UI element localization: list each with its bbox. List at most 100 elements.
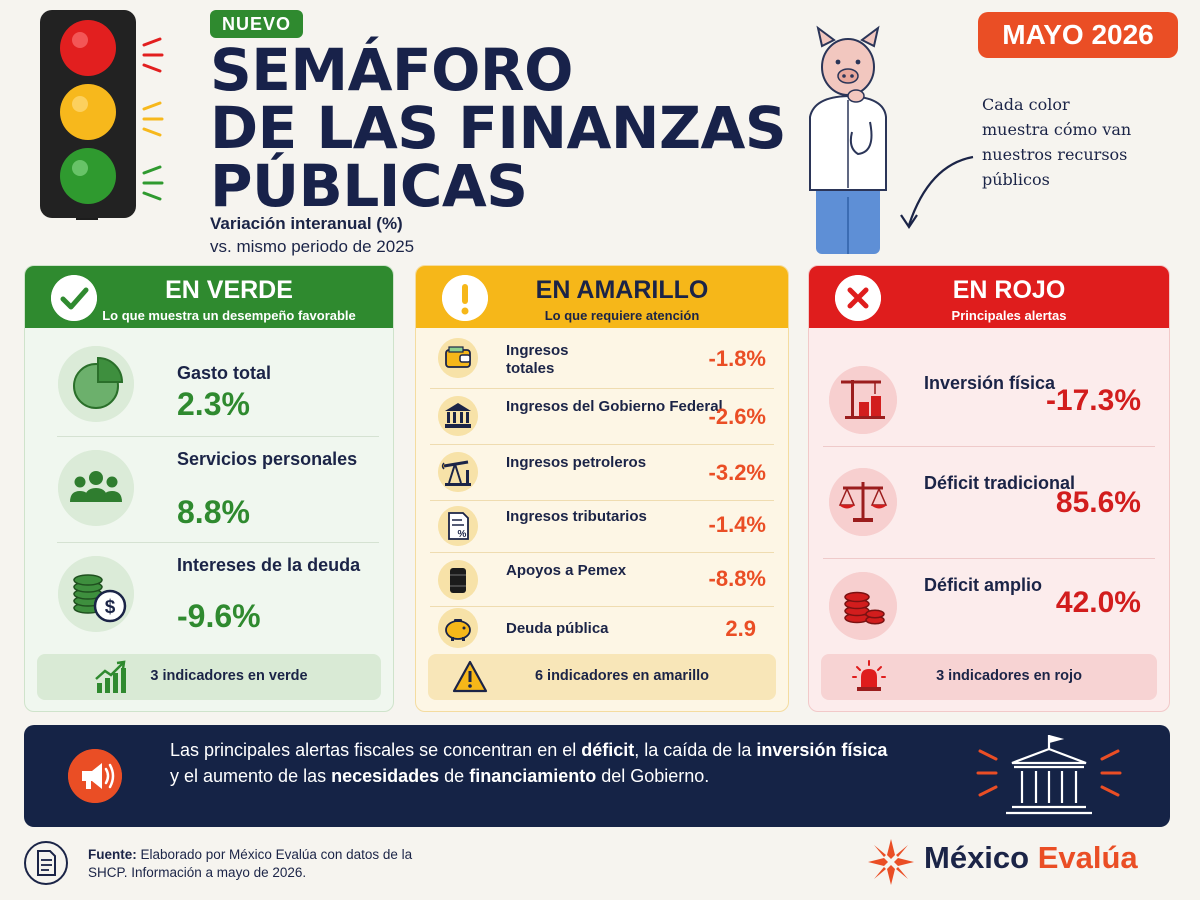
construction-crane-icon	[829, 366, 897, 434]
list-item: Déficit amplio 42.0%	[809, 558, 1169, 654]
yellow-footer-summary: 6 indicadores en amarillo	[428, 654, 776, 700]
page-title-line-1: SEMÁFORO	[210, 36, 573, 104]
yellow-item-label: Deuda pública	[506, 620, 609, 637]
divider	[57, 542, 379, 543]
yellow-item-value: -2.6%	[708, 404, 766, 429]
list-item: % Ingresos tributarios -1.4%	[416, 500, 788, 552]
subtitle-variation: Variación interanual (%)	[210, 214, 403, 233]
red-footer-summary: 3 indicadores en rojo	[821, 654, 1157, 700]
green-item-value: -9.6%	[177, 598, 261, 634]
green-footer-text: 3 indicadores en verde	[150, 668, 308, 684]
subtitle-comparison: vs. mismo periodo de 2025	[210, 237, 415, 256]
page-title-line-3: PÚBLICAS	[210, 152, 528, 220]
conclusion-emphasis: financiamiento	[469, 766, 597, 786]
red-item-label: Inversión física	[924, 373, 1056, 393]
list-item: Déficit tradicional 85.6%	[809, 446, 1169, 558]
list-item: Ingresos totales -1.8%	[416, 332, 788, 386]
mexico-evalua-logo-text: México Evalúa	[924, 840, 1138, 876]
conclusion-text-part: y el aumento de las	[170, 766, 332, 786]
divider	[430, 388, 774, 389]
conclusion-text: Las principales alertas fiscales se conc…	[170, 737, 890, 789]
green-card-title: EN VERDE	[165, 276, 293, 304]
conclusion-text-part: del Gobierno.	[596, 766, 710, 786]
logo-word-2: Evalúa	[1029, 840, 1138, 875]
divider	[430, 444, 774, 445]
green-item-label: Intereses de la deuda	[177, 555, 361, 575]
divider	[823, 558, 1155, 559]
balance-scale-icon	[829, 468, 897, 536]
red-item-label: Déficit amplio	[924, 575, 1043, 595]
green-item-label: Gasto total	[177, 363, 272, 383]
green-card-header: EN VERDE Lo que muestra un desempeño fav…	[25, 266, 393, 328]
svg-text:%: %	[458, 529, 467, 540]
pie-chart-icon	[58, 346, 134, 422]
yellow-item-label: Ingresos del Gobierno Federal	[506, 398, 723, 415]
warning-triangle-icon	[452, 660, 488, 693]
yellow-item-value: 2.9	[725, 616, 756, 641]
government-building-icon	[976, 734, 1122, 815]
source-note: Fuente: Elaborado por México Evalúa con …	[88, 846, 448, 882]
oil-pump-icon	[438, 452, 478, 492]
date-badge: MAYO 2026	[978, 12, 1178, 58]
divider	[823, 446, 1155, 447]
yellow-item-value: -3.2%	[708, 460, 766, 485]
yellow-card-subtitle: Lo que requiere atención	[544, 308, 700, 323]
pig-mascot-icon	[809, 25, 887, 254]
svg-text:$: $	[105, 597, 116, 618]
red-card: EN ROJO Principales alertas Inversión fí…	[808, 265, 1170, 712]
growth-chart-icon	[95, 660, 126, 693]
red-card-subtitle: Principales alertas	[951, 308, 1067, 323]
document-icon	[24, 841, 68, 885]
list-item: Deuda pública 2.9	[416, 606, 788, 650]
source-label: Fuente:	[88, 847, 137, 862]
list-item: Servicios personales 8.8%	[25, 436, 393, 542]
explanatory-note: Cada color muestra cómo van nuestros rec…	[982, 95, 1132, 189]
yellow-card-header: EN AMARILLO Lo que requiere atención	[416, 266, 788, 328]
conclusion-banner: Las principales alertas fiscales se conc…	[24, 725, 1170, 827]
page-title-line-2: DE LAS FINANZAS	[210, 94, 787, 162]
oil-barrel-icon	[438, 560, 478, 600]
conclusion-emphasis: déficit	[581, 740, 635, 760]
conclusion-text-part: , la caída de la	[634, 740, 757, 760]
green-card-subtitle: Lo que muestra un desempeño favorable	[102, 308, 356, 323]
wallet-icon	[438, 338, 478, 378]
red-card-title: EN ROJO	[952, 276, 1066, 304]
list-item: $ Intereses de la deuda -9.6%	[25, 542, 393, 648]
divider	[430, 606, 774, 607]
list-item: Inversión física -17.3%	[809, 328, 1169, 446]
conclusion-emphasis: inversión física	[756, 740, 888, 760]
red-card-header: EN ROJO Principales alertas	[809, 266, 1169, 328]
divider	[57, 436, 379, 437]
coin-stack-icon	[829, 572, 897, 640]
yellow-item-value: -1.4%	[708, 512, 766, 537]
conclusion-emphasis: necesidades	[331, 766, 440, 786]
logo-word-1: México	[924, 840, 1030, 875]
list-item: Ingresos del Gobierno Federal -2.6%	[416, 388, 788, 444]
traffic-light-icon	[40, 10, 136, 220]
government-building-icon	[438, 396, 478, 436]
mexico-evalua-logo-icon	[868, 839, 914, 885]
green-item-value: 8.8%	[177, 494, 250, 530]
list-item: Ingresos petroleros -3.2%	[416, 444, 788, 500]
red-item-label: Déficit tradicional	[924, 473, 1076, 493]
yellow-item-label: Ingresos totales	[506, 342, 569, 377]
divider	[430, 500, 774, 501]
exclamation-icon	[442, 275, 488, 321]
coins-dollar-icon: $	[58, 556, 134, 632]
new-badge: NUEVO	[210, 10, 304, 38]
red-item-value: -17.3%	[1045, 384, 1141, 417]
list-item: Gasto total 2.3%	[25, 328, 393, 436]
conclusion-text-part: de	[439, 766, 470, 786]
alarm-siren-icon	[852, 660, 886, 691]
curved-arrow-icon	[900, 155, 974, 229]
red-footer-text: 3 indicadores en rojo	[936, 668, 1082, 684]
megaphone-icon	[68, 749, 122, 803]
people-icon	[58, 450, 134, 526]
checkmark-icon	[51, 275, 97, 321]
tax-document-icon: %	[438, 506, 478, 546]
red-item-value: 85.6%	[1055, 486, 1141, 519]
yellow-item-label: Apoyos a Pemex	[506, 562, 627, 579]
yellow-footer-text: 6 indicadores en amarillo	[534, 668, 710, 684]
yellow-item-label: Ingresos tributarios	[506, 508, 647, 525]
divider	[430, 552, 774, 553]
